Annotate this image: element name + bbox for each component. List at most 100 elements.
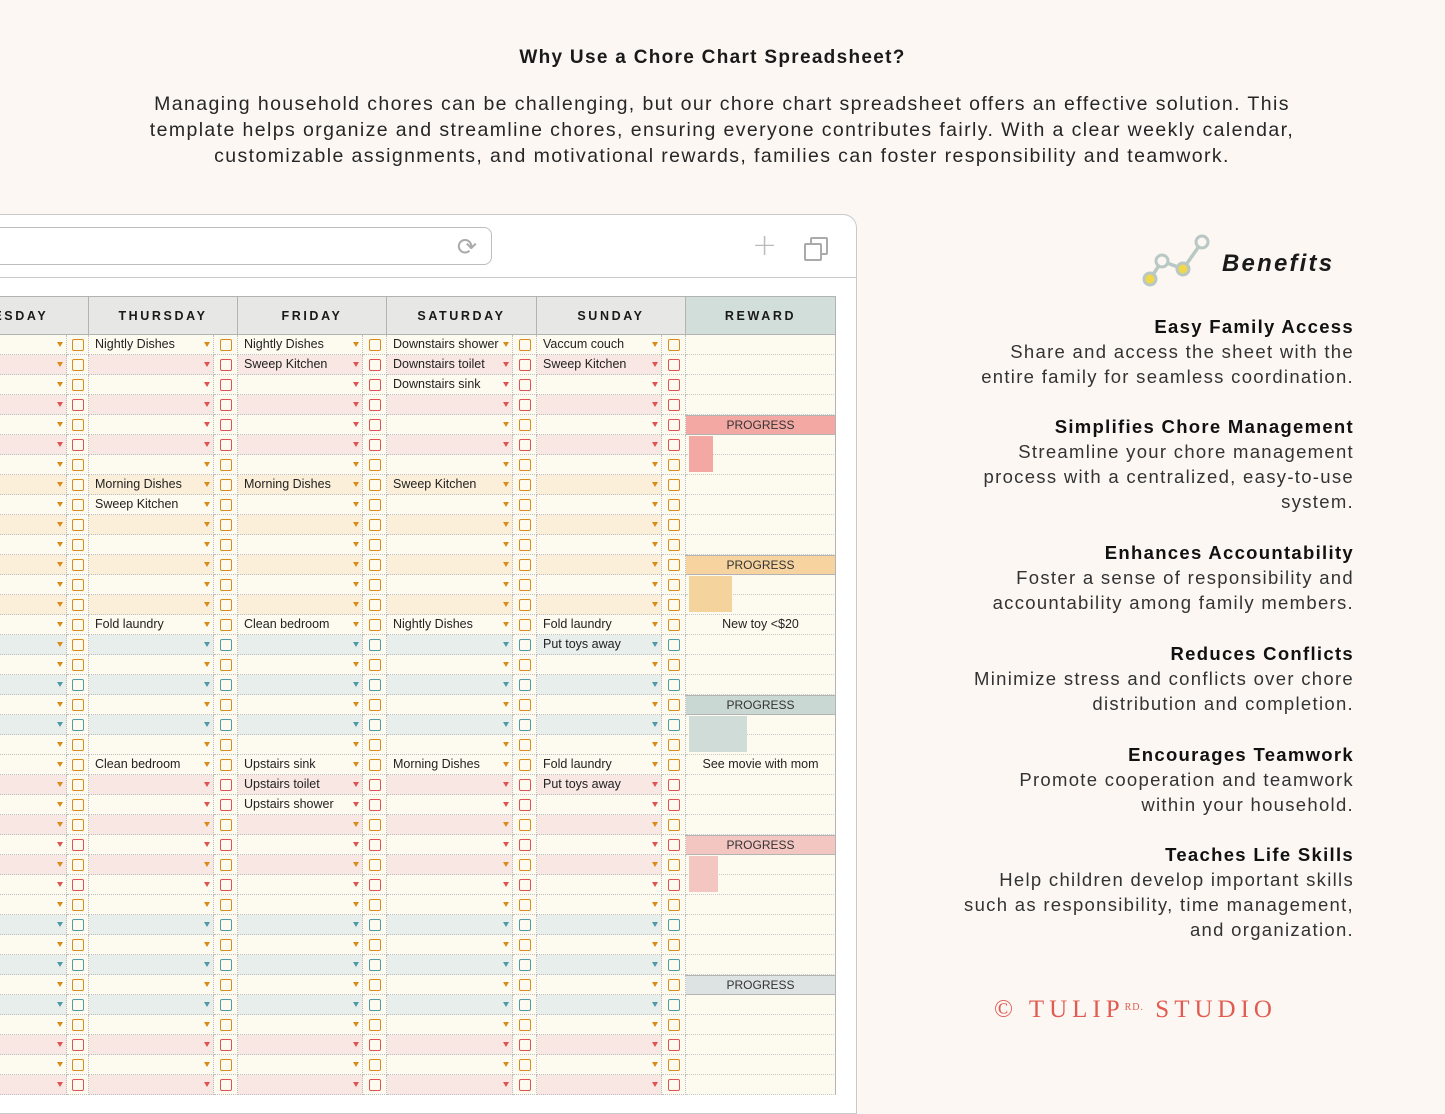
chore-dropdown[interactable] [238, 575, 363, 595]
reward-cell[interactable] [686, 655, 836, 675]
chore-dropdown[interactable] [0, 975, 67, 995]
done-checkbox[interactable] [214, 795, 238, 815]
reward-cell[interactable] [686, 955, 836, 975]
chevron-down-icon[interactable] [204, 702, 210, 707]
done-checkbox[interactable] [214, 635, 238, 655]
done-checkbox[interactable] [214, 855, 238, 875]
chevron-down-icon[interactable] [652, 382, 658, 387]
chevron-down-icon[interactable] [503, 522, 509, 527]
reward-cell[interactable] [686, 635, 836, 655]
chevron-down-icon[interactable] [57, 862, 63, 867]
chore-dropdown[interactable] [0, 875, 67, 895]
chore-dropdown[interactable] [0, 695, 67, 715]
chore-dropdown[interactable] [387, 855, 513, 875]
chore-dropdown[interactable] [238, 375, 363, 395]
chore-dropdown[interactable] [89, 875, 214, 895]
done-checkbox[interactable] [67, 515, 89, 535]
chore-dropdown[interactable] [238, 815, 363, 835]
chevron-down-icon[interactable] [57, 542, 63, 547]
done-checkbox[interactable] [363, 375, 387, 395]
chore-dropdown[interactable]: Nightly Dishes [387, 615, 513, 635]
chevron-down-icon[interactable] [204, 822, 210, 827]
chore-dropdown[interactable]: Morning Dishes [238, 475, 363, 495]
done-checkbox[interactable] [662, 595, 686, 615]
done-checkbox[interactable] [513, 855, 537, 875]
chevron-down-icon[interactable] [353, 682, 359, 687]
done-checkbox[interactable] [662, 455, 686, 475]
chore-dropdown[interactable] [537, 695, 662, 715]
chore-dropdown[interactable] [238, 1015, 363, 1035]
chore-dropdown[interactable] [0, 935, 67, 955]
chevron-down-icon[interactable] [652, 1022, 658, 1027]
done-checkbox[interactable] [513, 915, 537, 935]
chevron-down-icon[interactable] [353, 662, 359, 667]
done-checkbox[interactable] [67, 1035, 89, 1055]
chevron-down-icon[interactable] [57, 962, 63, 967]
chore-dropdown[interactable] [387, 715, 513, 735]
done-checkbox[interactable] [513, 495, 537, 515]
chevron-down-icon[interactable] [353, 1062, 359, 1067]
chore-dropdown[interactable] [537, 955, 662, 975]
done-checkbox[interactable] [513, 735, 537, 755]
chevron-down-icon[interactable] [652, 922, 658, 927]
chore-dropdown[interactable] [387, 455, 513, 475]
chevron-down-icon[interactable] [652, 902, 658, 907]
done-checkbox[interactable] [662, 395, 686, 415]
done-checkbox[interactable] [363, 415, 387, 435]
chore-dropdown[interactable] [537, 815, 662, 835]
done-checkbox[interactable] [363, 895, 387, 915]
chevron-down-icon[interactable] [204, 862, 210, 867]
chevron-down-icon[interactable] [57, 362, 63, 367]
chevron-down-icon[interactable] [57, 1082, 63, 1087]
chevron-down-icon[interactable] [204, 342, 210, 347]
chore-dropdown[interactable] [537, 735, 662, 755]
chore-dropdown[interactable]: Sweep Kitchen [537, 355, 662, 375]
chore-dropdown[interactable] [0, 775, 67, 795]
done-checkbox[interactable] [662, 375, 686, 395]
done-checkbox[interactable] [67, 655, 89, 675]
done-checkbox[interactable] [363, 535, 387, 555]
chore-dropdown[interactable] [387, 415, 513, 435]
chevron-down-icon[interactable] [353, 1002, 359, 1007]
chevron-down-icon[interactable] [57, 1022, 63, 1027]
chore-dropdown[interactable]: Vaccum couch [537, 335, 662, 355]
chore-dropdown[interactable] [89, 955, 214, 975]
chore-dropdown[interactable] [89, 535, 214, 555]
chore-dropdown[interactable] [387, 995, 513, 1015]
chevron-down-icon[interactable] [353, 742, 359, 747]
done-checkbox[interactable] [363, 1035, 387, 1055]
chevron-down-icon[interactable] [652, 762, 658, 767]
chevron-down-icon[interactable] [652, 542, 658, 547]
chore-dropdown[interactable] [387, 515, 513, 535]
done-checkbox[interactable] [513, 535, 537, 555]
done-checkbox[interactable] [67, 855, 89, 875]
done-checkbox[interactable] [363, 875, 387, 895]
chore-dropdown[interactable] [0, 675, 67, 695]
chore-dropdown[interactable] [89, 1015, 214, 1035]
chore-dropdown[interactable]: Upstairs sink [238, 755, 363, 775]
chevron-down-icon[interactable] [57, 622, 63, 627]
chevron-down-icon[interactable] [204, 642, 210, 647]
chore-dropdown[interactable] [238, 555, 363, 575]
chevron-down-icon[interactable] [204, 662, 210, 667]
chore-dropdown[interactable]: Clean bedroom [89, 755, 214, 775]
done-checkbox[interactable] [214, 815, 238, 835]
chore-dropdown[interactable] [537, 575, 662, 595]
reward-cell[interactable]: New toy <$20 [686, 615, 836, 635]
chore-dropdown[interactable] [0, 415, 67, 435]
chore-dropdown[interactable] [387, 675, 513, 695]
chevron-down-icon[interactable] [652, 782, 658, 787]
chevron-down-icon[interactable] [503, 682, 509, 687]
reward-cell[interactable] [686, 335, 836, 355]
chore-dropdown[interactable] [238, 455, 363, 475]
chevron-down-icon[interactable] [204, 582, 210, 587]
chore-dropdown[interactable] [238, 1075, 363, 1095]
chore-dropdown[interactable] [89, 975, 214, 995]
done-checkbox[interactable] [363, 475, 387, 495]
done-checkbox[interactable] [214, 1055, 238, 1075]
chore-dropdown[interactable] [537, 995, 662, 1015]
done-checkbox[interactable] [513, 715, 537, 735]
done-checkbox[interactable] [363, 655, 387, 675]
chevron-down-icon[interactable] [57, 482, 63, 487]
chevron-down-icon[interactable] [57, 522, 63, 527]
